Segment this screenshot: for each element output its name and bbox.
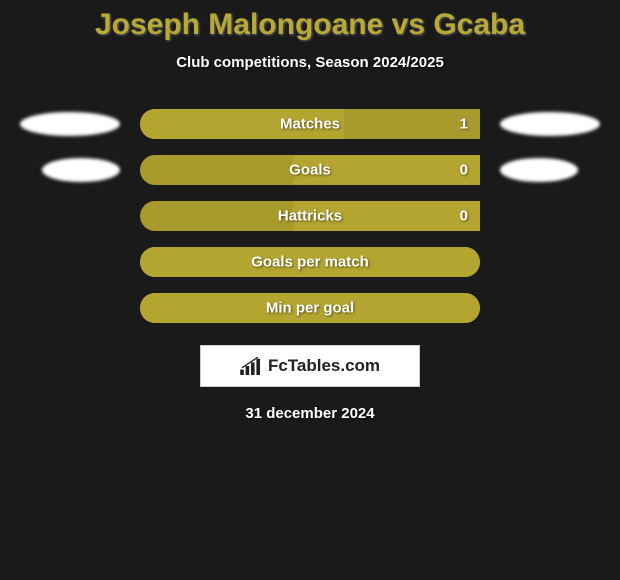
comparison-infographic: Joseph Malongoane vs Gcaba Club competit… [0, 0, 620, 422]
stat-row: Goals per match [0, 247, 620, 277]
bar-label: Goals per match [251, 254, 369, 271]
stat-row: Hattricks 0 [0, 201, 620, 231]
chart-icon [240, 357, 262, 375]
ellipse-right [500, 112, 600, 136]
date-label: 31 december 2024 [0, 405, 620, 422]
stat-bar: Min per goal [140, 293, 480, 323]
bar-value: 0 [460, 208, 468, 225]
logo-text: FcTables.com [268, 356, 380, 376]
bar-value: 1 [460, 116, 468, 133]
bar-label: Hattricks [278, 208, 342, 225]
stat-row: Matches 1 [0, 109, 620, 139]
bar-label: Min per goal [266, 300, 354, 317]
stat-bar: Matches 1 [140, 109, 480, 139]
logo-box[interactable]: FcTables.com [200, 345, 420, 387]
bar-label: Matches [280, 116, 340, 133]
bar-label: Goals [289, 162, 331, 179]
stat-row: Min per goal [0, 293, 620, 323]
stat-row: Goals 0 [0, 155, 620, 185]
stat-bar: Goals per match [140, 247, 480, 277]
stat-bar: Goals 0 [140, 155, 480, 185]
ellipse-left [42, 158, 120, 182]
page-title: Joseph Malongoane vs Gcaba [0, 8, 620, 42]
bar-value: 0 [460, 162, 468, 179]
stat-bar: Hattricks 0 [140, 201, 480, 231]
ellipse-left [20, 112, 120, 136]
ellipse-right [500, 158, 578, 182]
subtitle: Club competitions, Season 2024/2025 [0, 54, 620, 71]
stat-rows: Matches 1 Goals 0 Hattricks 0 Goals per match M… [0, 109, 620, 323]
